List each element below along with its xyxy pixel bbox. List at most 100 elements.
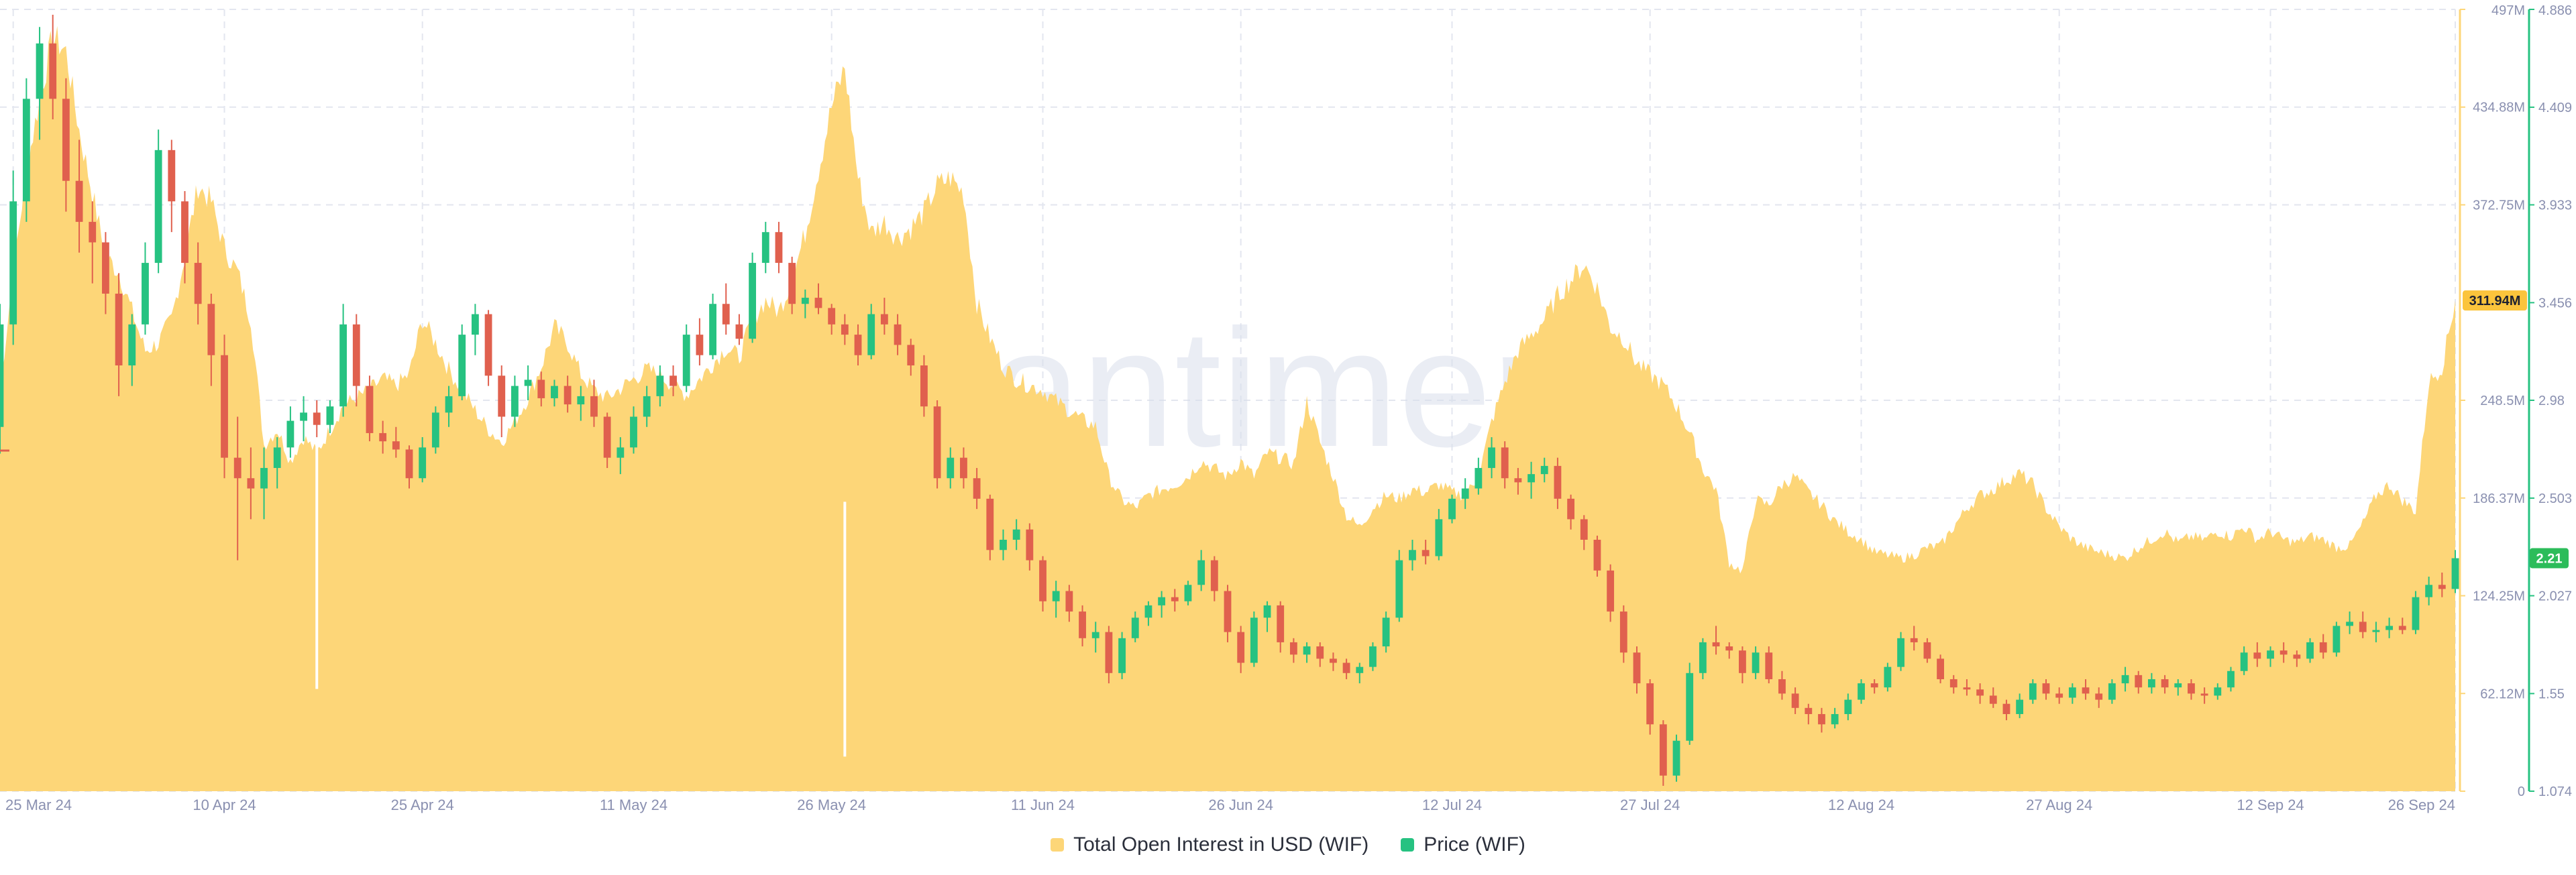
candle-body: [484, 314, 492, 376]
candle-down: [894, 314, 902, 355]
candle-down: [221, 335, 228, 479]
candle-down: [2279, 642, 2288, 663]
candle-up: [1158, 591, 1166, 618]
candle-body: [1210, 560, 1218, 591]
candle-body: [2293, 654, 2301, 659]
candle-down: [1646, 679, 1654, 735]
candle-body: [128, 324, 136, 366]
candle-down: [1210, 556, 1218, 601]
candle-body: [36, 43, 44, 99]
candle-down: [854, 324, 862, 366]
candle-body: [300, 412, 307, 421]
candle-body: [89, 221, 97, 243]
candle-body: [1619, 611, 1627, 653]
candle-body: [867, 314, 875, 355]
candle-body: [1923, 642, 1931, 659]
candle-up: [1303, 642, 1311, 663]
candle-body: [2214, 687, 2222, 696]
candle-body: [1316, 646, 1324, 659]
candle-up: [2306, 638, 2314, 663]
candle-body: [9, 201, 17, 325]
value-badges: 311.94M 2.21: [2463, 290, 2569, 569]
candle-body: [986, 498, 994, 550]
candle-body: [445, 396, 453, 413]
x-tick-label: 26 May 24: [797, 797, 866, 813]
candle-up: [431, 406, 439, 454]
candle-up: [2016, 693, 2024, 719]
candle-down: [933, 400, 941, 489]
oi-area: [0, 25, 2455, 791]
candle-down: [1976, 683, 1984, 704]
candle-up: [1672, 734, 1680, 782]
candle-body: [1580, 519, 1588, 540]
oi-tick-label: 124.25M: [2473, 589, 2525, 604]
candle-up: [1752, 646, 1760, 679]
candle-body: [1079, 611, 1086, 638]
candle-body: [1184, 585, 1192, 601]
candle-up: [577, 386, 585, 421]
candle-body: [1461, 488, 1469, 499]
candle-down: [880, 298, 888, 335]
candle-down: [775, 221, 783, 274]
price-tick-label: 1.55: [2538, 687, 2565, 701]
candle-body: [2135, 675, 2143, 688]
candle-up: [1395, 550, 1403, 622]
candle-body: [22, 99, 30, 202]
candle-down: [2002, 699, 2010, 721]
candle-up: [419, 437, 427, 483]
candle-body: [749, 263, 757, 339]
candle-body: [352, 324, 360, 386]
candle-up: [1488, 437, 1495, 479]
candle-body: [2161, 679, 2169, 688]
candle-body: [221, 355, 228, 458]
candle-down: [2319, 634, 2327, 659]
candle-down: [2188, 679, 2195, 700]
candle-down: [1607, 564, 1615, 622]
candle-up: [1699, 638, 1707, 679]
candle-body: [1791, 693, 1799, 708]
oi-tick-label: 0: [2518, 784, 2525, 799]
legend-swatch-price: [1401, 838, 1415, 852]
candle-body: [920, 365, 928, 407]
legend-item-oi[interactable]: Total Open Interest in USD (WIF): [1051, 833, 1368, 856]
candle-body: [2319, 642, 2327, 653]
candle-body: [379, 432, 387, 442]
candle-body: [2068, 687, 2076, 698]
legend-swatch-oi: [1051, 838, 1065, 852]
x-tick-label: 12 Jul 24: [1422, 797, 1482, 813]
oi-tick-label: 372.75M: [2473, 198, 2525, 213]
candle-body: [1976, 689, 1984, 696]
candle-body: [1739, 650, 1746, 673]
candle-up: [2214, 683, 2222, 700]
candle-body: [1105, 632, 1113, 673]
candle-body: [1699, 642, 1707, 673]
candle-down: [1277, 601, 1285, 653]
candle-body: [1144, 605, 1152, 618]
candle-up: [1184, 581, 1192, 605]
candle-body: [973, 478, 981, 499]
candle-down: [2359, 611, 2367, 638]
candle-up: [551, 380, 558, 407]
candle-down: [233, 416, 241, 561]
candle-body: [366, 386, 374, 433]
legend-item-price[interactable]: Price (WIF): [1401, 833, 1525, 856]
candle-down: [405, 445, 413, 489]
candle-body: [801, 298, 809, 304]
candle-body: [2055, 693, 2063, 698]
candle-down: [603, 412, 611, 468]
candle-down: [1791, 687, 1799, 714]
candle-body: [1686, 673, 1694, 741]
candle-body: [947, 457, 955, 479]
candle-body: [960, 457, 967, 479]
candle-body: [1158, 597, 1166, 605]
candle-down: [973, 467, 981, 510]
x-axis: 25 Mar 24 10 Apr 24 25 Apr 24 11 May 24 26 M…: [5, 797, 2455, 813]
candle-body: [1672, 740, 1680, 776]
candle-body: [1356, 666, 1364, 673]
candle-body: [2425, 585, 2433, 597]
candle-body: [233, 457, 241, 479]
candle-body: [1118, 638, 1126, 673]
candle-body: [2240, 652, 2248, 671]
candle-body: [1897, 638, 1904, 667]
